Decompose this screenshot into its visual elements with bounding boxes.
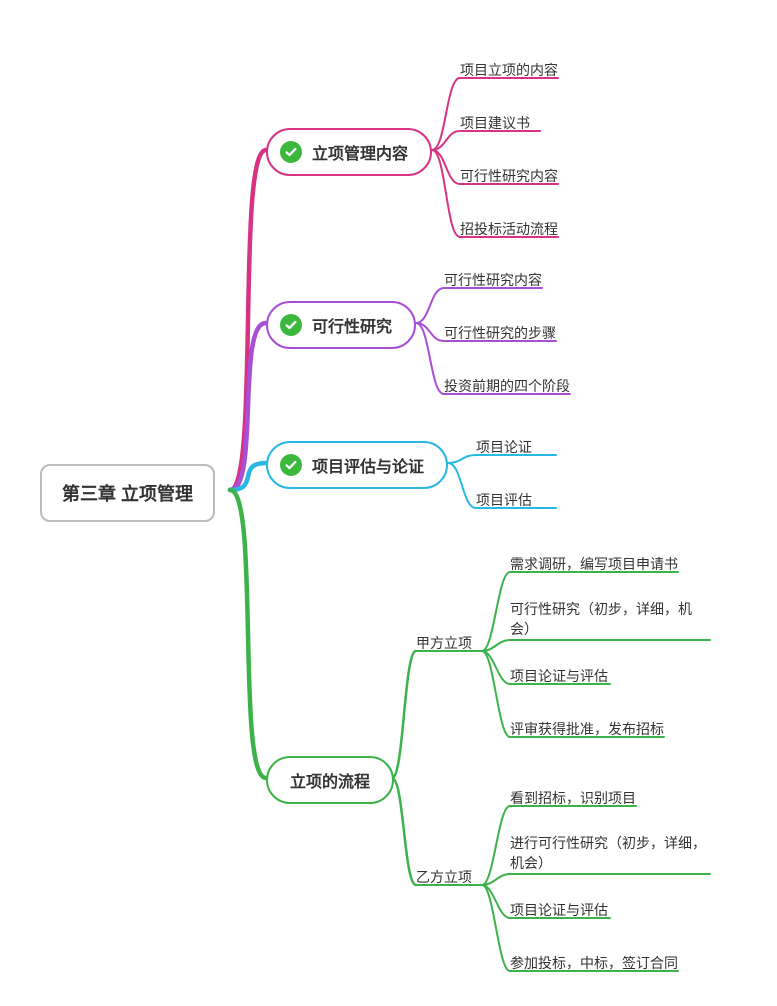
leaf-node: 需求调研，编写项目申请书 [510,554,678,577]
check-icon [280,454,302,476]
branch-node: 立项的流程 [266,756,394,804]
leaf-node: 看到招标，识别项目 [510,788,636,811]
branch-label: 立项管理内容 [312,146,408,163]
branch-label: 立项的流程 [290,774,370,791]
branch-label: 项目评估与论证 [312,459,424,476]
leaf-node: 可行性研究内容 [444,270,542,293]
leaf-node: 可行性研究内容 [460,166,558,189]
root-node: 第三章 立项管理 [40,464,215,522]
branch-node: 项目评估与论证 [266,441,448,489]
branch-node: 可行性研究 [266,301,416,349]
leaf-node: 项目建议书 [460,113,530,136]
leaf-node: 项目论证与评估 [510,666,608,689]
check-icon [280,141,302,163]
leaf-node: 招投标活动流程 [460,219,558,242]
leaf-node: 可行性研究的步骤 [444,323,556,346]
leaf-node: 投资前期的四个阶段 [444,376,570,399]
sub-node: 乙方立项 [416,867,472,890]
leaf-node: 项目论证与评估 [510,900,608,923]
leaf-node: 项目立项的内容 [460,60,558,83]
leaf-node: 评审获得批准，发布招标 [510,719,664,742]
leaf-node: 进行可行性研究（初步，详细，机会） [510,834,710,876]
leaf-node: 可行性研究（初步，详细，机会） [510,600,710,642]
check-icon [280,314,302,336]
leaf-node: 参加投标，中标，签订合同 [510,953,678,976]
branch-label: 可行性研究 [312,319,392,336]
sub-node: 甲方立项 [416,633,472,656]
branch-node: 立项管理内容 [266,128,432,176]
leaf-node: 项目论证 [476,437,532,460]
leaf-node: 项目评估 [476,490,532,513]
